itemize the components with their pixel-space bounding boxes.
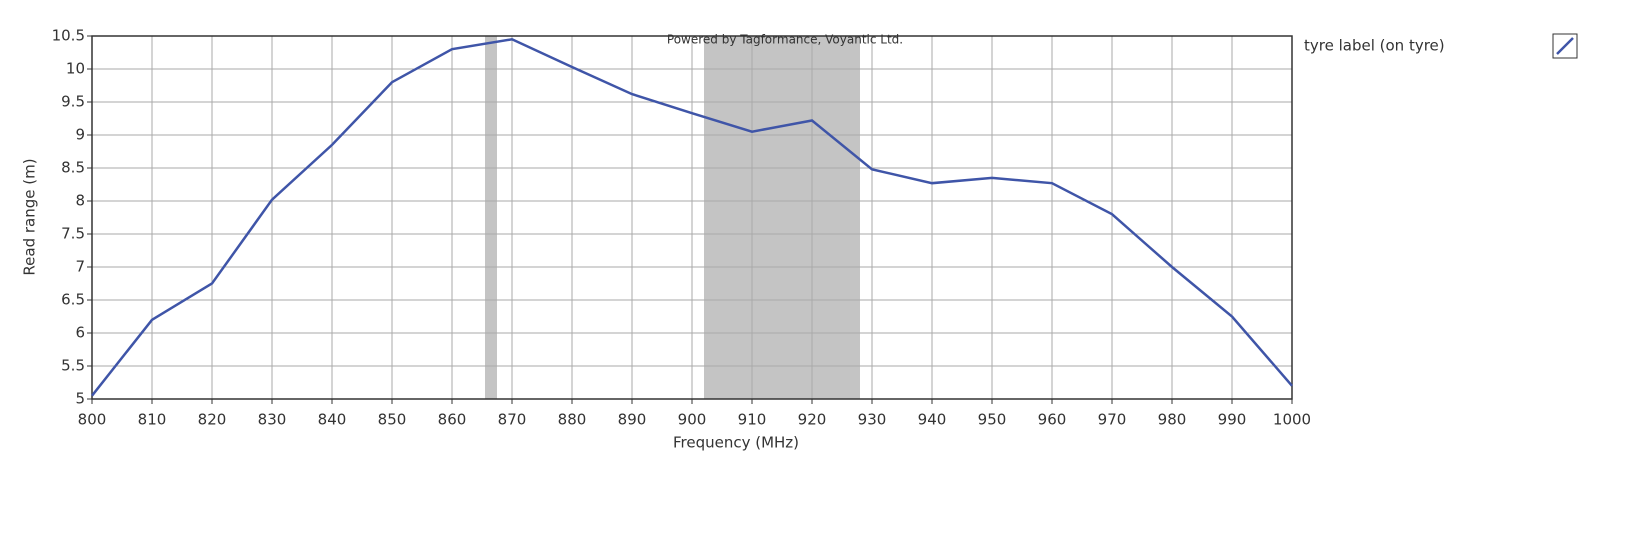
y-tick-label: 6.5 — [61, 291, 85, 309]
x-tick-label: 960 — [1038, 411, 1067, 429]
y-tick-label: 9 — [75, 126, 85, 144]
x-tick-label: 850 — [378, 411, 407, 429]
y-axis-label: Read range (m) — [21, 158, 39, 275]
x-tick-label: 890 — [618, 411, 647, 429]
x-tick-label: 820 — [198, 411, 227, 429]
x-tick-label: 940 — [918, 411, 947, 429]
x-tick-label: 930 — [858, 411, 887, 429]
y-tick-label: 10.5 — [52, 27, 85, 45]
y-tick-label: 8 — [75, 192, 85, 210]
x-tick-label: 900 — [678, 411, 707, 429]
x-tick-label: 810 — [138, 411, 167, 429]
y-tick-label: 6 — [75, 324, 85, 342]
x-axis-label: Frequency (MHz) — [673, 434, 799, 452]
x-tick-label: 880 — [558, 411, 587, 429]
x-tick-label: 990 — [1218, 411, 1247, 429]
shaded-band — [704, 36, 860, 399]
legend-swatch-line — [1556, 37, 1574, 55]
y-tick-label: 10 — [66, 60, 85, 78]
x-tick-label: 830 — [258, 411, 287, 429]
annotation: Powered by Tagformance, Voyantic Ltd. — [667, 33, 903, 47]
y-tick-label: 8.5 — [61, 159, 85, 177]
x-tick-label: 980 — [1158, 411, 1187, 429]
y-tick-label: 5 — [75, 390, 85, 408]
shaded-band — [485, 36, 497, 399]
y-tick-label: 7 — [75, 258, 85, 276]
y-tick-label: 7.5 — [61, 225, 85, 243]
x-tick-label: 870 — [498, 411, 527, 429]
x-tick-label: 970 — [1098, 411, 1127, 429]
x-tick-label: 860 — [438, 411, 467, 429]
y-tick-label: 9.5 — [61, 93, 85, 111]
y-tick-label: 5.5 — [61, 357, 85, 375]
plot-frame — [91, 35, 1293, 400]
x-tick-label: 840 — [318, 411, 347, 429]
x-tick-label: 910 — [738, 411, 767, 429]
x-tick-label: 1000 — [1273, 411, 1311, 429]
x-tick-label: 920 — [798, 411, 827, 429]
x-tick-label: 800 — [78, 411, 107, 429]
legend-label: tyre label (on tyre) — [1304, 37, 1445, 55]
x-tick-label: 950 — [978, 411, 1007, 429]
data-line — [91, 38, 1293, 397]
